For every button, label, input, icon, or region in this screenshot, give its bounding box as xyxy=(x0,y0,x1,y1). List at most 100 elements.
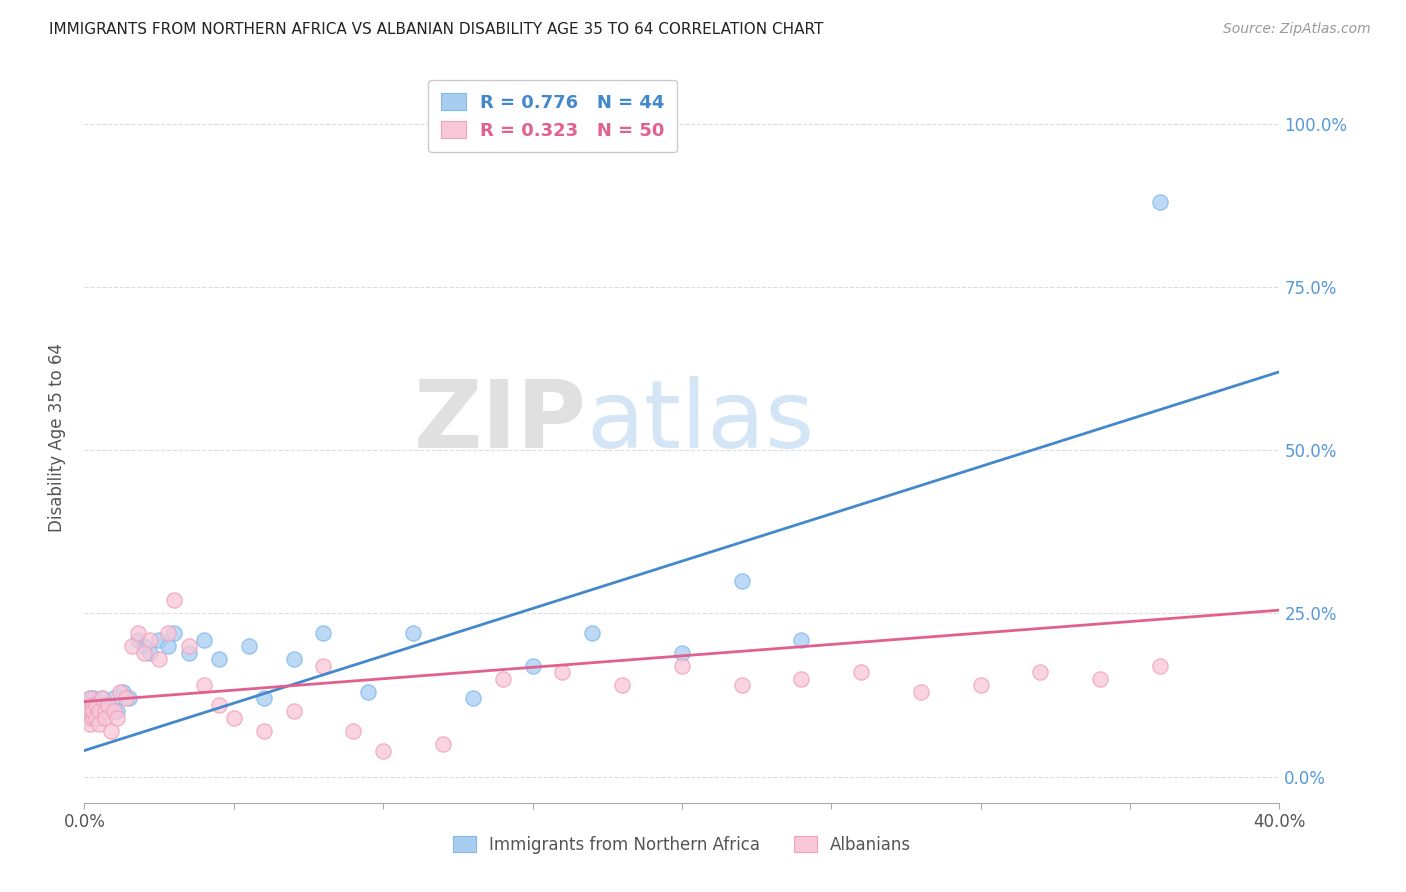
Point xyxy=(94,705,117,719)
Point xyxy=(357,685,380,699)
Point xyxy=(97,698,120,712)
Point xyxy=(342,723,364,738)
Point xyxy=(82,691,104,706)
Point xyxy=(89,698,111,712)
Point xyxy=(671,646,693,660)
Point xyxy=(163,626,186,640)
Point xyxy=(163,593,186,607)
Point xyxy=(461,691,484,706)
Point xyxy=(79,711,101,725)
Point xyxy=(312,626,335,640)
Point xyxy=(82,698,104,712)
Point xyxy=(86,698,108,712)
Point xyxy=(148,632,170,647)
Point xyxy=(1029,665,1052,680)
Point xyxy=(127,632,149,647)
Point xyxy=(82,705,104,719)
Y-axis label: Disability Age 35 to 64: Disability Age 35 to 64 xyxy=(48,343,66,532)
Point xyxy=(105,705,128,719)
Point xyxy=(82,698,104,712)
Point xyxy=(89,711,111,725)
Point xyxy=(970,678,993,692)
Point xyxy=(94,711,117,725)
Point xyxy=(110,685,132,699)
Point xyxy=(82,711,104,725)
Point xyxy=(193,678,215,692)
Point xyxy=(731,574,754,588)
Point xyxy=(86,711,108,725)
Point xyxy=(312,658,335,673)
Legend: Immigrants from Northern Africa, Albanians: Immigrants from Northern Africa, Albania… xyxy=(446,829,918,860)
Point xyxy=(1090,672,1112,686)
Point xyxy=(76,705,98,719)
Point xyxy=(1149,194,1171,209)
Point xyxy=(1149,658,1171,673)
Point xyxy=(157,639,180,653)
Point xyxy=(100,723,122,738)
Point xyxy=(139,632,162,647)
Point xyxy=(432,737,454,751)
Point xyxy=(79,691,101,706)
Point xyxy=(139,646,162,660)
Point xyxy=(118,691,141,706)
Point xyxy=(851,665,873,680)
Point xyxy=(132,646,156,660)
Point xyxy=(76,698,98,712)
Point xyxy=(91,691,114,706)
Point xyxy=(910,685,932,699)
Point xyxy=(112,685,135,699)
Point xyxy=(402,626,425,640)
Point xyxy=(76,711,98,725)
Point xyxy=(127,626,149,640)
Point xyxy=(373,743,395,757)
Point xyxy=(157,626,180,640)
Point xyxy=(79,705,101,719)
Point xyxy=(79,691,101,706)
Point xyxy=(94,698,117,712)
Text: ZIP: ZIP xyxy=(413,376,586,468)
Point xyxy=(731,678,754,692)
Point xyxy=(283,652,305,666)
Point xyxy=(790,632,813,647)
Point xyxy=(222,711,245,725)
Point xyxy=(193,632,215,647)
Point xyxy=(132,639,156,653)
Point xyxy=(91,691,114,706)
Point xyxy=(91,705,114,719)
Point xyxy=(148,652,170,666)
Point xyxy=(121,639,143,653)
Point xyxy=(177,639,200,653)
Point xyxy=(103,705,125,719)
Point xyxy=(790,672,813,686)
Point xyxy=(94,705,117,719)
Point xyxy=(208,698,231,712)
Point xyxy=(492,672,515,686)
Point xyxy=(79,717,101,731)
Point xyxy=(82,705,104,719)
Point xyxy=(612,678,634,692)
Point xyxy=(103,691,125,706)
Point xyxy=(97,698,120,712)
Point xyxy=(208,652,231,666)
Text: IMMIGRANTS FROM NORTHERN AFRICA VS ALBANIAN DISABILITY AGE 35 TO 64 CORRELATION : IMMIGRANTS FROM NORTHERN AFRICA VS ALBAN… xyxy=(49,22,824,37)
Point xyxy=(89,717,111,731)
Text: atlas: atlas xyxy=(586,376,814,468)
Point xyxy=(105,711,128,725)
Point xyxy=(551,665,574,680)
Point xyxy=(581,626,603,640)
Point xyxy=(100,705,122,719)
Text: Source: ZipAtlas.com: Source: ZipAtlas.com xyxy=(1223,22,1371,37)
Point xyxy=(86,705,108,719)
Point xyxy=(283,705,305,719)
Point xyxy=(253,723,276,738)
Point xyxy=(76,698,98,712)
Point xyxy=(238,639,260,653)
Point xyxy=(253,691,276,706)
Point xyxy=(115,691,138,706)
Point xyxy=(89,705,111,719)
Point xyxy=(522,658,544,673)
Point xyxy=(79,705,101,719)
Point xyxy=(671,658,693,673)
Point xyxy=(86,698,108,712)
Point xyxy=(177,646,200,660)
